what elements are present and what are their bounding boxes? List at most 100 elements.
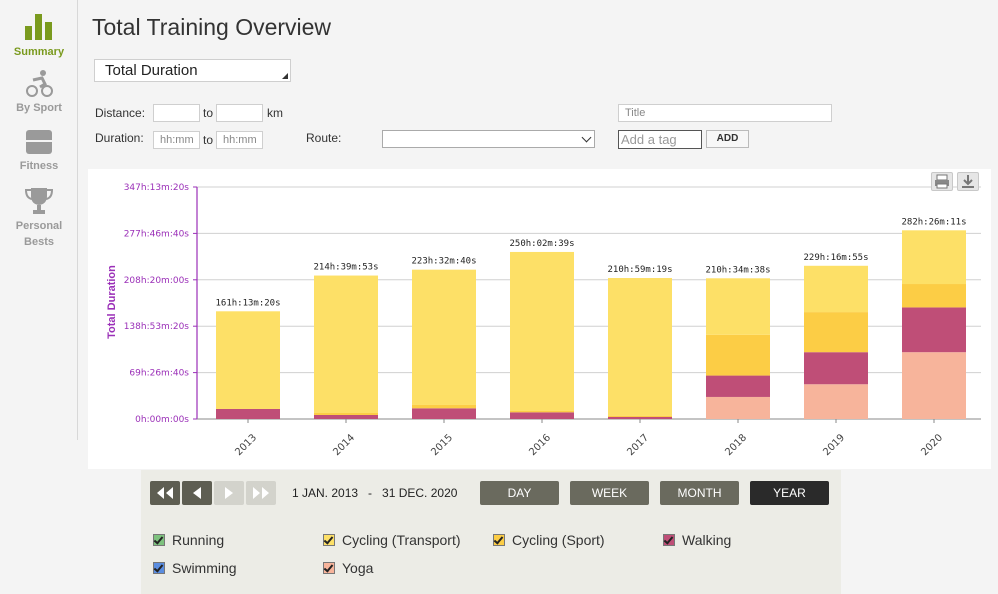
download-icon [962, 175, 974, 188]
left-arrow-icon [193, 487, 201, 499]
bar-segment [902, 284, 966, 308]
double-left-arrow-icon [157, 487, 173, 499]
checkbox-icon[interactable] [153, 534, 165, 546]
bar-segment [902, 307, 966, 353]
last-period-button[interactable] [246, 481, 276, 505]
legend-label: Yoga [342, 560, 374, 576]
title-input[interactable]: Title [618, 104, 832, 122]
metric-select-value: Total Duration [105, 62, 198, 79]
bar-segment [510, 410, 574, 413]
sidebar-item-by-sport[interactable]: By Sport [0, 68, 78, 116]
bar-segment [412, 408, 476, 419]
bar-segment [412, 404, 476, 409]
y-tick-label: 208h:20m:00s [124, 276, 190, 286]
legend-item-walking[interactable]: Walking [663, 532, 731, 548]
duration-from-input[interactable]: hh:mm [153, 131, 200, 149]
controls-panel: 1 JAN. 2013 - 31 DEC. 2020 DAY WEEK MONT… [141, 470, 841, 594]
checkbox-icon[interactable] [153, 562, 165, 574]
sidebar-item-summary[interactable]: Summary [0, 12, 78, 60]
bar-segment [902, 230, 966, 285]
x-tick-label: 2014 [331, 432, 357, 458]
period-month-button[interactable]: MONTH [660, 481, 739, 505]
bar-segment [510, 412, 574, 419]
bar-segment [314, 412, 378, 415]
training-chart: 0h:00m:00s 69h:26m:40s 138h:53m:20s 208h:20… [106, 183, 981, 458]
distance-to-label: to [203, 106, 214, 120]
bar-segment [608, 278, 672, 416]
bar-chart-icon [25, 14, 52, 40]
previous-period-button[interactable] [182, 481, 212, 505]
legend-label: Cycling (Sport) [512, 532, 605, 548]
y-tick-label: 277h:46m:40s [124, 229, 190, 239]
right-arrow-icon [225, 487, 233, 499]
km-label: km [267, 106, 283, 120]
bar-segment [706, 334, 770, 376]
title-placeholder: Title [625, 107, 646, 119]
route-label: Route: [306, 131, 342, 145]
next-period-button[interactable] [214, 481, 244, 505]
tag-placeholder: Add a tag [621, 132, 677, 147]
y-axis-title: Total Duration [106, 265, 118, 339]
checkbox-icon[interactable] [663, 534, 675, 546]
bar-segment [804, 384, 868, 419]
legend-item-swimming[interactable]: Swimming [153, 560, 237, 576]
legend-label: Swimming [172, 560, 237, 576]
bar-segment [510, 251, 574, 411]
checkbox-icon[interactable] [323, 534, 335, 546]
first-period-button[interactable] [150, 481, 180, 505]
legend-label: Cycling (Transport) [342, 532, 461, 548]
tag-input[interactable]: Add a tag [618, 130, 702, 149]
period-week-button[interactable]: WEEK [570, 481, 649, 505]
duration-to-label: to [203, 133, 214, 147]
sidebar-item-personal-bests[interactable]: Personal Bests [0, 186, 78, 250]
double-right-arrow-icon [253, 487, 269, 499]
x-tick-label: 2017 [625, 432, 651, 458]
period-day-button[interactable]: DAY [480, 481, 559, 505]
duration-label: Duration: [95, 131, 144, 145]
duration-to-input[interactable]: hh:mm [216, 131, 263, 149]
legend-item-cycling-transport[interactable]: Cycling (Transport) [323, 532, 461, 548]
bar-segment [706, 375, 770, 397]
bar-segment [608, 415, 672, 417]
bar-total-label: 229h:16m:55s [803, 253, 868, 263]
bar-total-label: 223h:32m:40s [411, 257, 476, 267]
legend-label: Running [172, 532, 225, 548]
legend-item-cycling-sport[interactable]: Cycling (Sport) [493, 532, 605, 548]
print-icon [935, 174, 949, 189]
legend-item-running[interactable]: Running [153, 532, 224, 548]
sidebar-item-label: By Sport [16, 102, 62, 114]
sidebar: Summary By Sport Fitness Personal Bests [0, 0, 78, 440]
resize-corner-icon [282, 73, 288, 79]
chart-panel: 0h:00m:00s 69h:26m:40s 138h:53m:20s 208h:20… [88, 169, 991, 469]
x-tick-label: 2018 [723, 432, 749, 458]
x-tick-label: 2019 [821, 432, 847, 458]
duration-to-placeholder: hh:mm [223, 134, 257, 146]
distance-label: Distance: [95, 106, 146, 120]
bar-segment [804, 265, 868, 313]
legend-label: Walking [682, 532, 732, 548]
x-tick-label: 2020 [919, 432, 945, 458]
bar-total-label: 210h:34m:38s [705, 265, 770, 275]
route-select[interactable] [382, 130, 595, 148]
print-button[interactable] [931, 172, 953, 191]
bar-segment [314, 414, 378, 419]
page-title: Total Training Overview [92, 14, 332, 40]
period-year-button[interactable]: YEAR [750, 481, 829, 505]
bar-segment [706, 396, 770, 419]
duration-from-placeholder: hh:mm [160, 134, 194, 146]
bar-segment [706, 278, 770, 335]
download-button[interactable] [957, 172, 979, 191]
y-tick-label: 138h:53m:20s [124, 322, 190, 332]
distance-from-input[interactable] [153, 104, 200, 122]
metric-select[interactable]: Total Duration [94, 59, 291, 82]
bar-segment [412, 269, 476, 405]
add-tag-button[interactable]: ADD [706, 130, 749, 148]
legend-item-yoga[interactable]: Yoga [323, 560, 373, 576]
checkbox-icon[interactable] [323, 562, 335, 574]
distance-to-input[interactable] [216, 104, 263, 122]
bar-total-label: 250h:02m:39s [509, 239, 574, 249]
sidebar-item-label: Personal Bests [15, 220, 63, 248]
checkbox-icon[interactable] [493, 534, 505, 546]
y-tick-label: 347h:13m:20s [124, 183, 190, 193]
sidebar-item-fitness[interactable]: Fitness [0, 128, 78, 174]
